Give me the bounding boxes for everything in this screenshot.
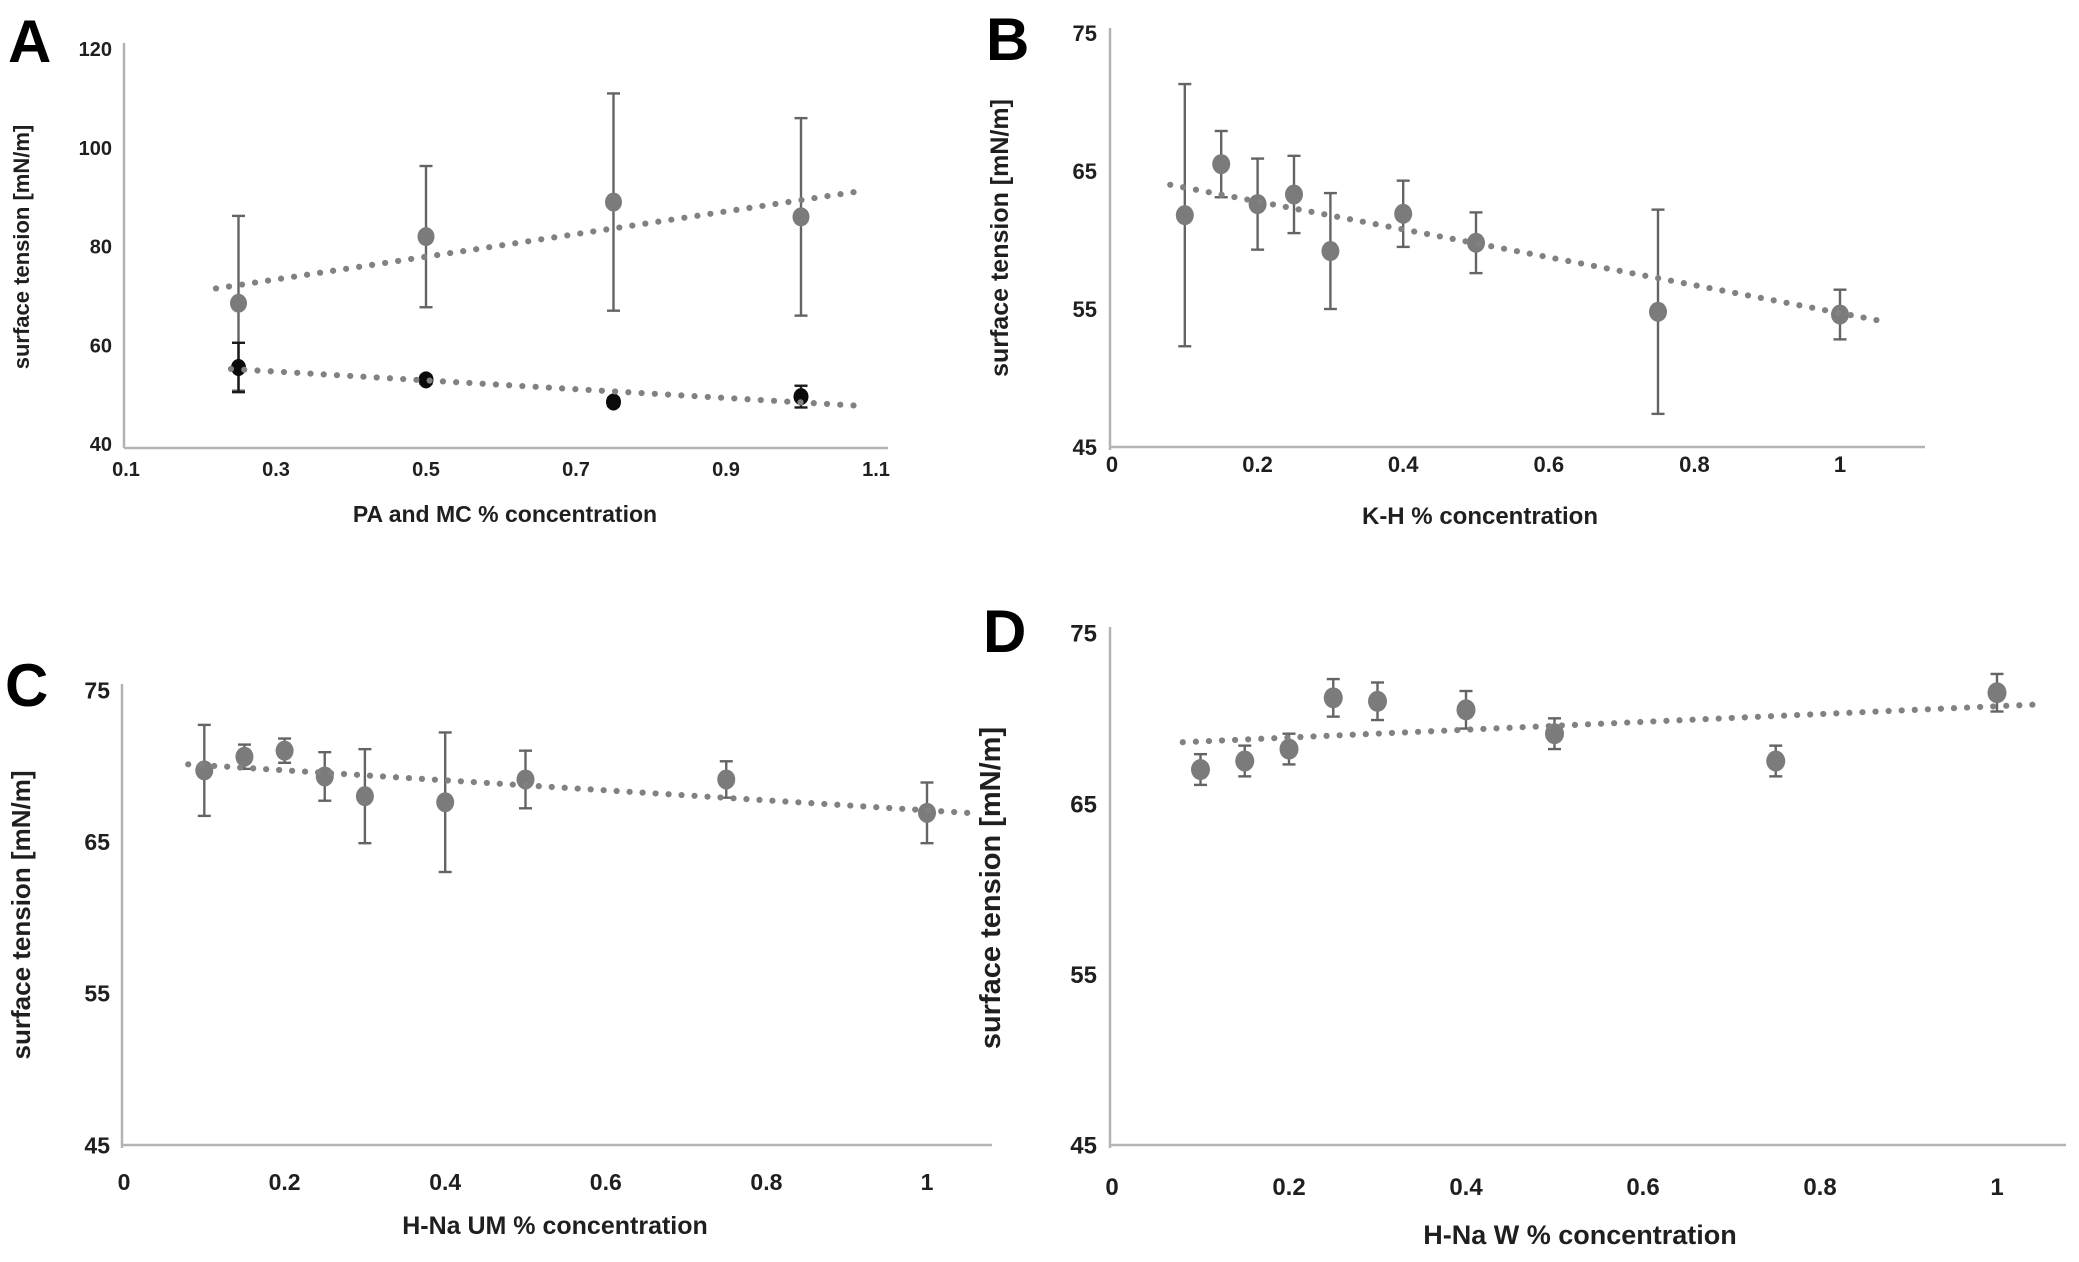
panel-B-x-tick-0.2: 0.2 — [1242, 452, 1273, 477]
panel-C-x-tick-1: 1 — [921, 1169, 934, 1195]
panel-D-y-tick-65: 65 — [1070, 791, 1097, 818]
panel-A-y-axis-title: surface tension [mN/m] — [9, 125, 34, 370]
panel-A-x-tick-0.9: 0.9 — [712, 459, 740, 481]
data-point — [418, 371, 434, 389]
panel-A-x-tick-0.1: 0.1 — [112, 459, 140, 481]
trendline-dotted — [185, 761, 971, 816]
data-point — [1649, 301, 1667, 322]
panel-A-x-tick-0.5: 0.5 — [412, 459, 440, 481]
panel-C-y-axis-title: surface tension [mN/m] — [6, 771, 36, 1060]
data-point — [195, 760, 214, 781]
panel-C-x-tick-0.6: 0.6 — [590, 1169, 622, 1195]
trendline-dotted — [227, 365, 857, 409]
panel-A-x-tick-0.3: 0.3 — [262, 459, 290, 481]
panel-letter-C: C — [5, 652, 48, 719]
panel-A-y-tick-100: 100 — [79, 138, 112, 160]
panel-C-x-tick-0: 0 — [118, 1169, 131, 1195]
data-point — [436, 792, 455, 813]
panel-A-y-tick-40: 40 — [90, 434, 112, 456]
panel-B-x-tick-0: 0 — [1106, 452, 1118, 477]
panel-D-x-tick-0.2: 0.2 — [1272, 1174, 1305, 1201]
panel-C-x-tick-0.4: 0.4 — [429, 1169, 461, 1195]
panel-B-x-tick-0.4: 0.4 — [1388, 452, 1419, 477]
data-point — [1175, 205, 1194, 226]
panel-D-y-axis-title: surface tension [mN/m] — [975, 727, 1007, 1049]
panel-A-y-tick-80: 80 — [90, 237, 112, 259]
data-point — [1456, 699, 1476, 721]
data-point — [1235, 750, 1255, 772]
panel-B-x-axis-title: K-H % concentration — [1362, 503, 1598, 530]
panel-A-x-tick-1.1: 1.1 — [862, 459, 890, 481]
panel-C-y-tick-65: 65 — [84, 829, 110, 855]
data-point — [717, 769, 736, 790]
panel-B-y-axis-title: surface tension [mN/m] — [986, 99, 1014, 377]
data-point — [1279, 738, 1299, 760]
data-point — [417, 227, 435, 247]
panel-B-y-tick-55: 55 — [1073, 297, 1097, 322]
data-point — [1368, 690, 1387, 712]
panel-B-y-tick-45: 45 — [1073, 435, 1097, 460]
data-point — [1323, 687, 1343, 709]
panel-B-y-tick-65: 65 — [1073, 159, 1097, 184]
data-point — [1321, 241, 1340, 262]
panel-D-x-tick-0.8: 0.8 — [1803, 1174, 1836, 1201]
data-point — [1212, 154, 1231, 175]
panel-B-y-tick-75: 75 — [1073, 21, 1097, 46]
trendline-dotted — [212, 189, 857, 292]
panel-C-y-tick-55: 55 — [84, 981, 110, 1007]
panel-B-x-tick-1: 1 — [1834, 452, 1846, 477]
data-point — [606, 393, 621, 411]
data-point — [516, 769, 535, 790]
data-point — [235, 746, 254, 767]
panel-A-x-tick-0.7: 0.7 — [562, 459, 590, 481]
data-point — [1191, 759, 1210, 781]
panel-B-x-tick-0.6: 0.6 — [1534, 452, 1565, 477]
panel-letter-A: A — [8, 8, 51, 75]
data-point — [355, 786, 374, 807]
panel-B-x-tick-0.8: 0.8 — [1679, 452, 1710, 477]
panel-D-y-tick-55: 55 — [1070, 962, 1097, 989]
panel-D-x-tick-0: 0 — [1105, 1174, 1118, 1201]
data-point — [275, 740, 294, 761]
panel-C: 45 55 65 75 0 0.2 0.4 0.6 0.8 1 H-Na UM % concentr… — [5, 652, 992, 1240]
data-point — [605, 192, 622, 212]
panel-D-x-tick-0.4: 0.4 — [1449, 1174, 1483, 1201]
panel-A-x-axis-title: PA and MC % concentration — [353, 501, 657, 527]
data-point — [1285, 184, 1303, 205]
data-point — [793, 388, 809, 406]
panel-C-x-tick-0.2: 0.2 — [269, 1169, 301, 1195]
panel-D-x-axis-title: H-Na W % concentration — [1423, 1220, 1737, 1250]
panel-D-y-tick-75: 75 — [1070, 621, 1097, 648]
panel-D-x-tick-0.6: 0.6 — [1626, 1174, 1659, 1201]
data-point — [1987, 682, 2007, 704]
panel-D-x-tick-1: 1 — [1990, 1174, 2003, 1201]
data-point — [792, 207, 810, 227]
panel-A-black-series — [227, 341, 857, 411]
panel-C-x-tick-0.8: 0.8 — [750, 1169, 782, 1195]
data-point — [230, 293, 247, 313]
panel-A: 40 60 80 100 120 0.1 0.3 0.5 0.7 0.9 1.1 PA and MC … — [8, 8, 890, 527]
panel-D-y-tick-45: 45 — [1070, 1133, 1097, 1160]
panel-C-gray-series — [185, 723, 971, 874]
panel-B-gray-series — [1167, 82, 1880, 416]
panel-A-gray-series — [212, 92, 857, 392]
trendline-dotted — [1179, 701, 2036, 746]
data-point — [1248, 194, 1267, 215]
data-point — [1766, 750, 1786, 772]
trendline-dotted — [1167, 181, 1880, 324]
panel-D: 45 55 65 75 0 0.2 0.4 0.6 0.8 1 H-Na W % concentra… — [975, 598, 2066, 1250]
panel-A-y-tick-60: 60 — [90, 335, 112, 357]
panel-B: 45 55 65 75 0 0.2 0.4 0.6 0.8 1 K-H % concentratio… — [986, 6, 1925, 530]
panel-C-y-tick-75: 75 — [84, 677, 110, 703]
data-point — [1394, 203, 1413, 224]
panel-letter-B: B — [986, 6, 1029, 73]
panel-C-y-tick-45: 45 — [84, 1132, 110, 1158]
panel-C-x-axis-title: H-Na UM % concentration — [402, 1212, 708, 1240]
panel-letter-D: D — [983, 598, 1026, 665]
panel-A-y-tick-120: 120 — [79, 39, 112, 61]
panel-D-gray-series — [1179, 672, 2036, 787]
